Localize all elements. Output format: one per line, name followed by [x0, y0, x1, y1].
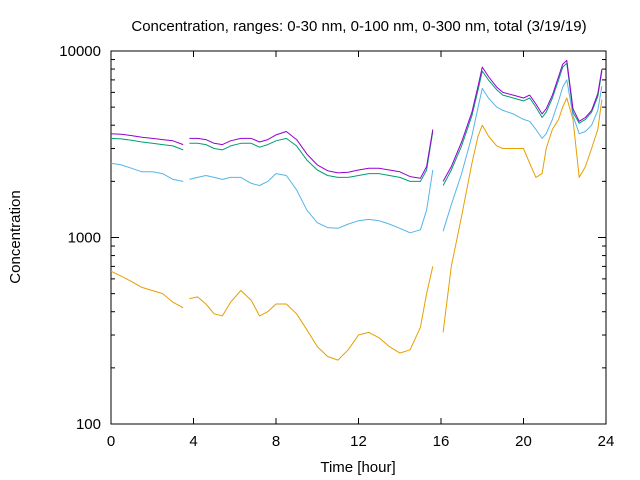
- x-tick-label: 12: [350, 433, 367, 450]
- x-axis-ticks: 0 4 8 12 16 20 24: [107, 51, 615, 450]
- x-tick-label: 8: [272, 433, 280, 450]
- x-axis-label: Time [hour]: [320, 459, 395, 476]
- chart-title: Concentration, ranges: 0-30 nm, 0-100 nm…: [131, 18, 586, 35]
- y-axis-label: Concentration: [7, 190, 24, 283]
- series-line-3: [110, 62, 603, 186]
- x-tick-label: 4: [189, 433, 197, 450]
- x-tick-label: 24: [598, 433, 615, 450]
- plot-area: [110, 59, 603, 361]
- x-tick-label: 16: [433, 433, 450, 450]
- x-tick-label: 20: [515, 433, 532, 450]
- x-tick-label: 0: [107, 433, 115, 450]
- series-line-1: [110, 97, 603, 361]
- y-tick-label: 1000: [68, 230, 101, 247]
- axes: [110, 50, 607, 425]
- y-tick-label: 10000: [59, 43, 101, 60]
- series-line-4: [110, 59, 603, 182]
- y-tick-label: 100: [76, 416, 101, 433]
- series-line-2: [110, 79, 603, 234]
- y-axis-ticks: 100 1000 10000: [59, 43, 606, 433]
- plot-frame: [110, 50, 607, 425]
